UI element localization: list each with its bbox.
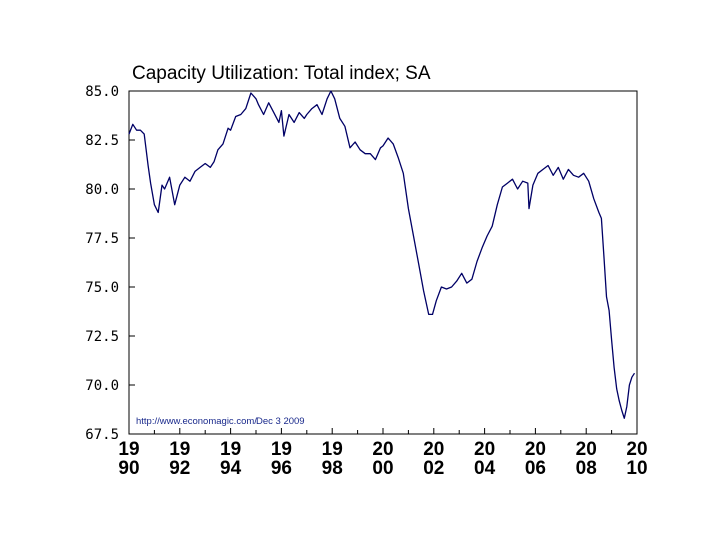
y-tick-label: 82.5 (85, 133, 119, 149)
x-tick-label-year: 96 (271, 458, 292, 479)
y-tick-label: 85.0 (85, 84, 119, 100)
x-tick-label-year: 04 (474, 458, 496, 479)
x-tick-label-century: 20 (372, 439, 393, 460)
x-tick-label-century: 19 (118, 439, 139, 460)
y-tick-label: 70.0 (85, 378, 119, 394)
y-axis: 85.0 82.5 80.0 77.5 75.0 72.5 70.0 67.5 (85, 84, 135, 443)
x-tick-label-century: 19 (220, 439, 241, 460)
x-tick-label-year: 90 (118, 458, 139, 479)
x-tick-label-year: 94 (220, 458, 242, 479)
x-tick-label-century: 20 (626, 439, 647, 460)
source-date: Dec 3 2009 (256, 416, 305, 427)
x-tick-label-year: 00 (372, 458, 393, 479)
x-tick-label-century: 20 (525, 439, 546, 460)
chart-title: Capacity Utilization: Total index; SA (132, 63, 431, 84)
x-tick-label-year: 02 (423, 458, 444, 479)
x-tick-label-year: 92 (169, 458, 190, 479)
x-tick-label-century: 19 (169, 439, 190, 460)
x-tick-label-century: 20 (576, 439, 597, 460)
x-tick-label-year: 08 (576, 458, 597, 479)
x-tick-label-century: 20 (423, 439, 444, 460)
x-tick-label-century: 19 (271, 439, 292, 460)
x-tick-label-century: 20 (474, 439, 495, 460)
y-tick-label: 67.5 (85, 427, 119, 443)
plot-area-frame (128, 90, 638, 435)
x-tick-label-year: 98 (322, 458, 343, 479)
y-tick-label: 80.0 (85, 182, 119, 198)
y-tick-label: 72.5 (85, 329, 119, 345)
source-url: http://www.economagic.com/ (136, 416, 257, 427)
x-tick-label-century: 19 (322, 439, 343, 460)
y-tick-label: 77.5 (85, 231, 119, 247)
series-line-capacity-utilization (128, 90, 636, 419)
x-tick-label-year: 06 (525, 458, 546, 479)
y-tick-label: 75.0 (85, 280, 119, 296)
x-axis: 1990199219941996199820002002200420062008… (118, 428, 648, 479)
x-tick-label-year: 10 (626, 458, 647, 479)
